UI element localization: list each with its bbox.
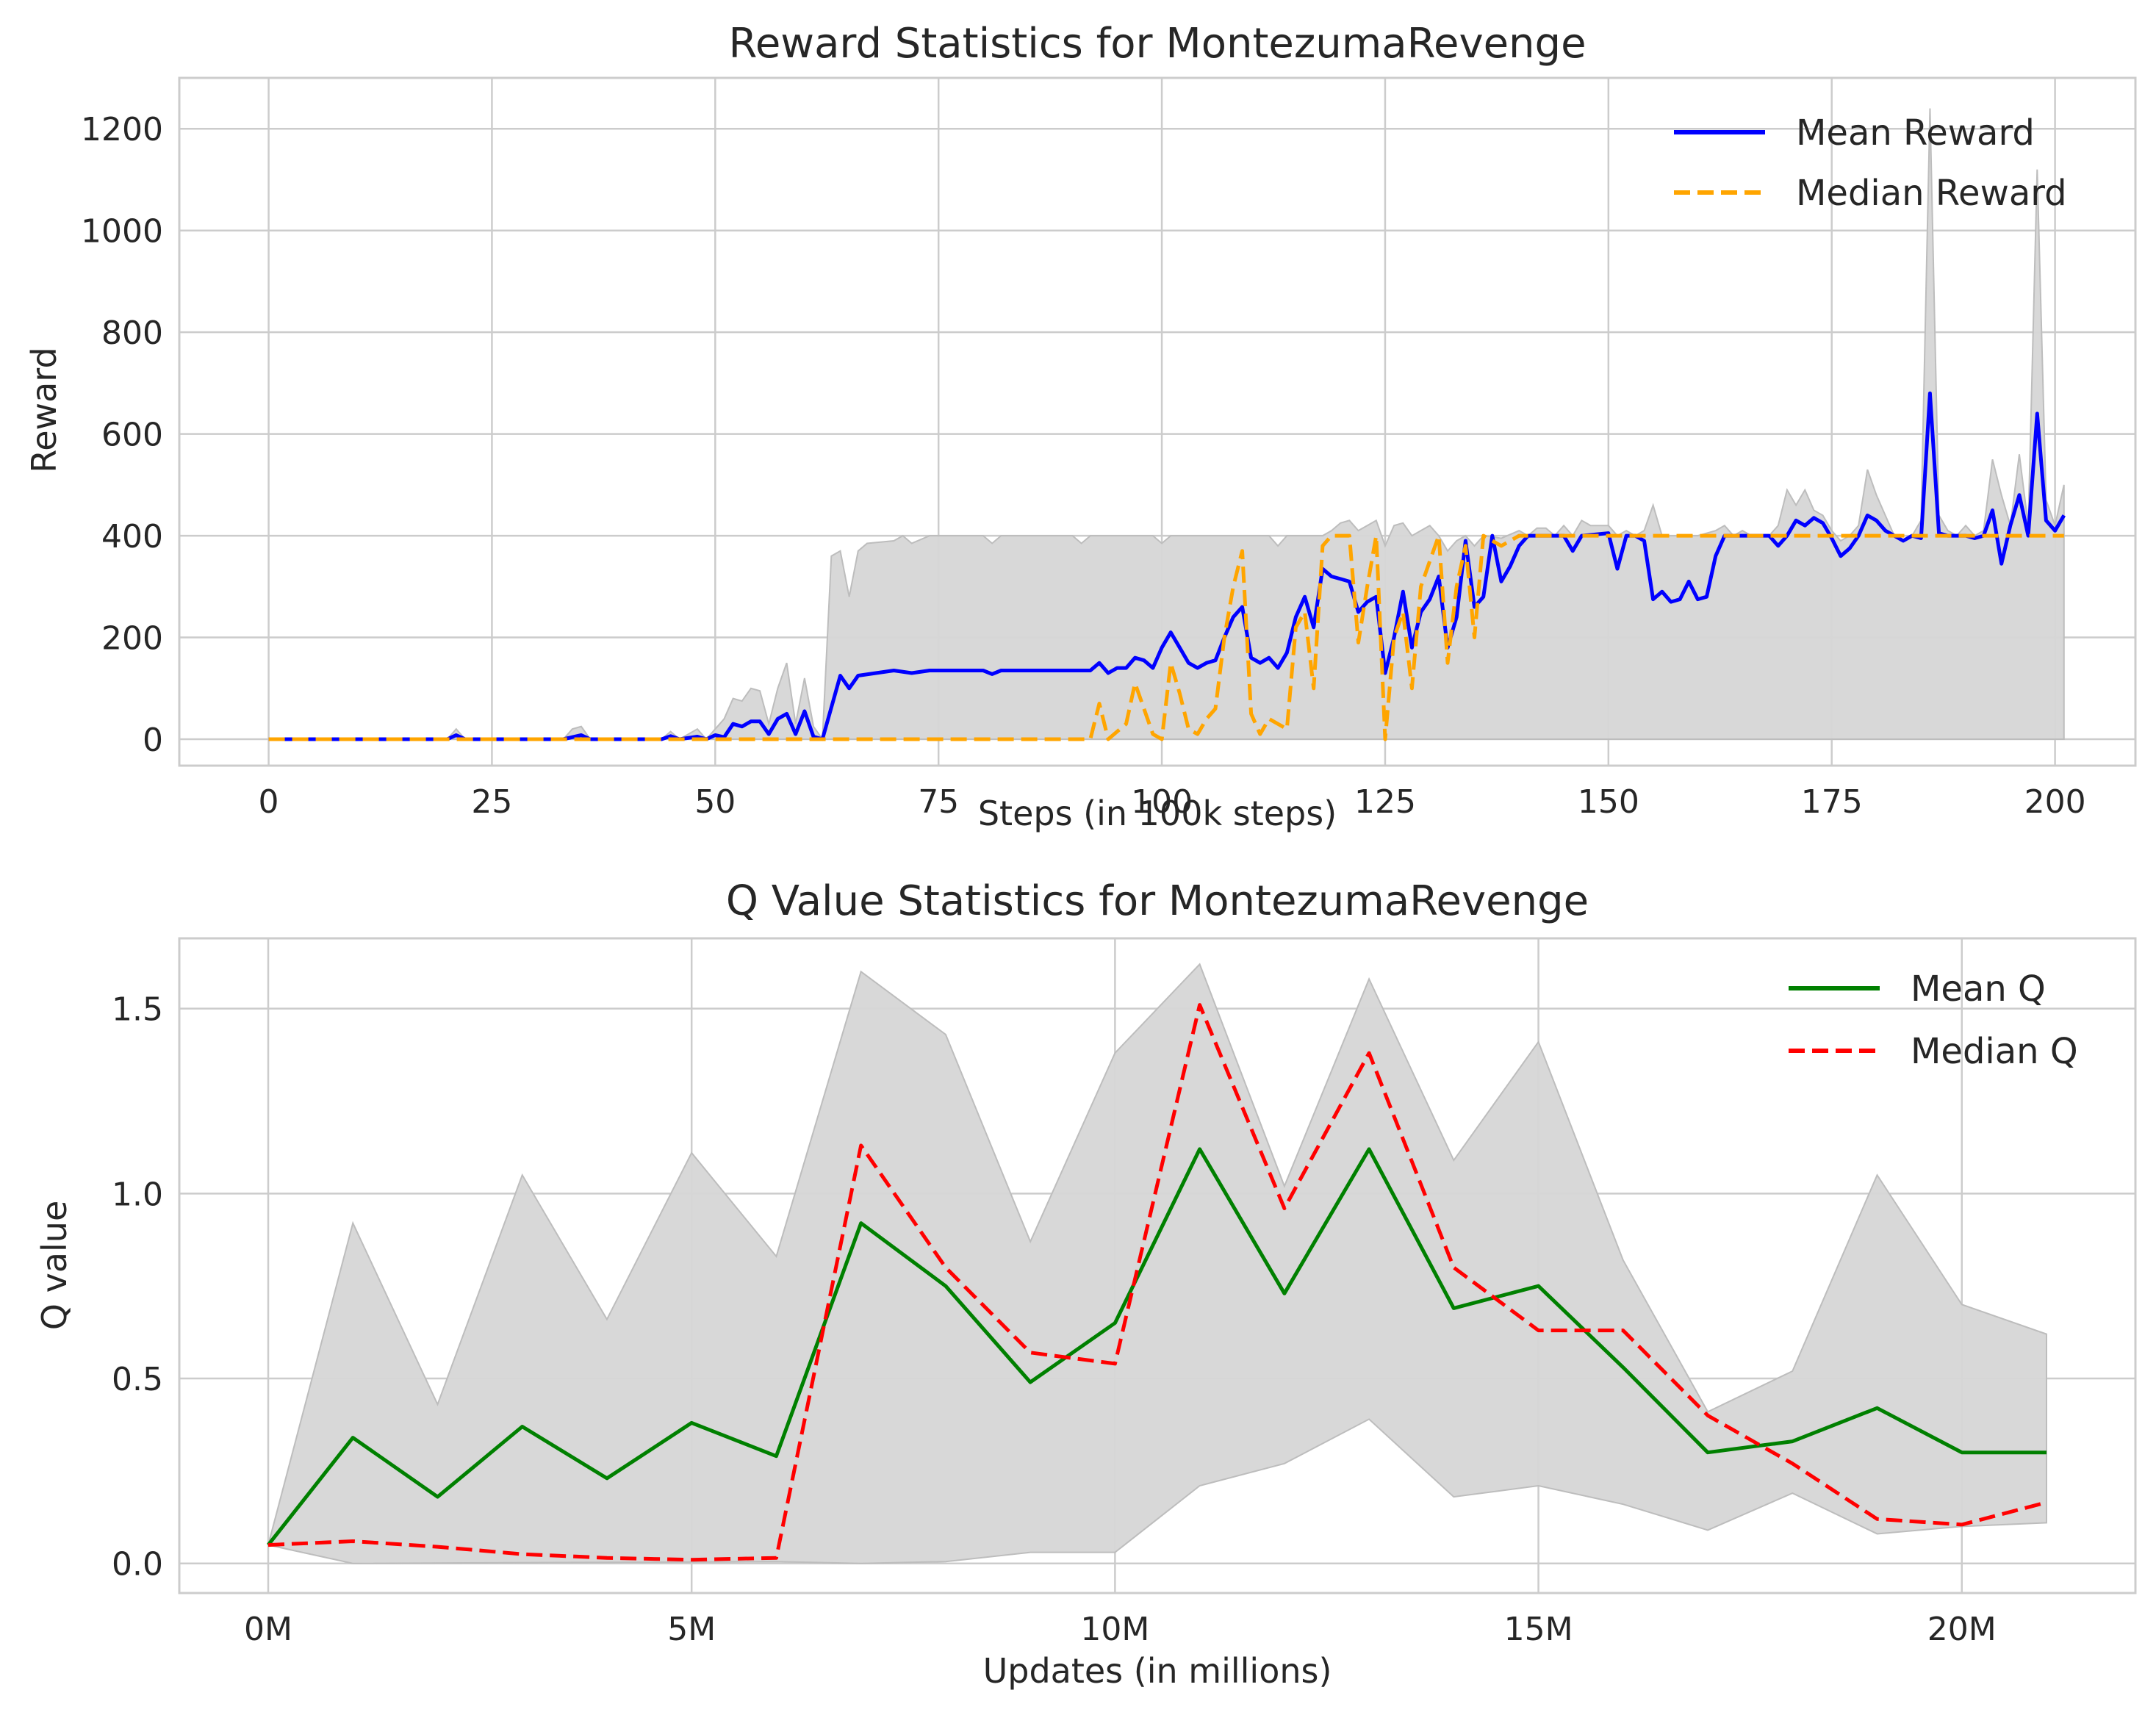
q-value-y-tick-label: 0.5 [112, 1361, 163, 1398]
q-value-lines [267, 1003, 2047, 1562]
reward-y-tick-label: 1200 [81, 111, 163, 148]
q-value-min-max-band [267, 963, 2047, 1564]
reward-x-tick-label: 175 [1801, 783, 1863, 821]
q-value-y-tick-label: 1.5 [112, 991, 163, 1029]
q-value-plot-area [178, 937, 2137, 1594]
reward-plot-frame [178, 76, 2137, 767]
reward-y-tick-label: 1000 [81, 213, 163, 251]
q-value-series-line-1 [267, 1003, 2047, 1562]
reward-x-tick-label: 150 [1578, 783, 1639, 821]
reward-lines [268, 391, 2066, 741]
reward-plot-area [178, 76, 2137, 767]
reward-series-line-0 [268, 391, 2066, 741]
reward-x-tick-label: 75 [918, 783, 959, 821]
q-value-x-tick-label: 5M [667, 1611, 716, 1648]
reward-x-ticks: 0 25 50 75 100 125 150 175 200 [259, 783, 2086, 821]
q-value-chart: Q Value Statistics for MontezumaRevenge … [35, 877, 2137, 1691]
reward-x-tick-label: 50 [694, 783, 736, 821]
q-value-series-line-0 [267, 1147, 2047, 1547]
q-value-y-tick-label: 1.0 [112, 1176, 163, 1213]
q-value-y-ticks: 0.0 0.5 1.0 1.5 [112, 991, 163, 1583]
reward-y-tick-label: 800 [101, 314, 163, 352]
reward-y-tick-label: 400 [101, 518, 163, 556]
reward-x-tick-label: 0 [259, 783, 279, 821]
q-value-chart-title: Q Value Statistics for MontezumaRevenge [726, 877, 1589, 925]
reward-y-ticks: 0 200 400 600 800 1000 1200 [81, 111, 163, 759]
reward-x-tick-label: 25 [471, 783, 512, 821]
q-value-plot-frame [178, 937, 2137, 1594]
reward-y-tick-label: 600 [101, 417, 163, 454]
q-value-x-tick-label: 15M [1504, 1611, 1573, 1648]
q-value-legend: Mean Q Median Q [1789, 968, 2078, 1072]
reward-y-tick-label: 200 [101, 620, 163, 658]
q-value-legend-median-label: Median Q [1911, 1031, 2078, 1072]
q-value-x-tick-label: 10M [1080, 1611, 1149, 1648]
q-value-y-tick-label: 0.0 [112, 1546, 163, 1583]
reward-chart-title: Reward Statistics for MontezumaRevenge [728, 20, 1586, 68]
q-value-y-axis-label: Q value [35, 1201, 74, 1330]
reward-x-tick-label: 200 [2024, 783, 2086, 821]
reward-x-axis-label: Steps (in 100k steps) [978, 794, 1337, 833]
q-value-x-ticks: 0M 5M 10M 15M 20M [244, 1611, 1997, 1648]
q-value-legend-mean-label: Mean Q [1911, 968, 2046, 1010]
reward-x-tick-label: 100 [1131, 783, 1193, 821]
reward-legend-median-label: Median Reward [1796, 173, 2067, 214]
reward-series-line-1 [268, 533, 2064, 741]
reward-y-axis-label: Reward [24, 347, 64, 472]
reward-legend-mean-label: Mean Reward [1796, 112, 2035, 154]
reward-chart: Reward Statistics for MontezumaRevenge 0… [24, 20, 2137, 833]
q-value-x-tick-label: 20M [1927, 1611, 1997, 1648]
q-value-x-axis-label: Updates (in millions) [983, 1651, 1332, 1691]
reward-x-tick-label: 125 [1354, 783, 1416, 821]
reward-y-tick-label: 0 [143, 722, 163, 759]
reward-legend: Mean Reward Median Reward [1674, 112, 2067, 214]
q-value-band [267, 963, 2047, 1564]
q-value-x-tick-label: 0M [244, 1611, 292, 1648]
